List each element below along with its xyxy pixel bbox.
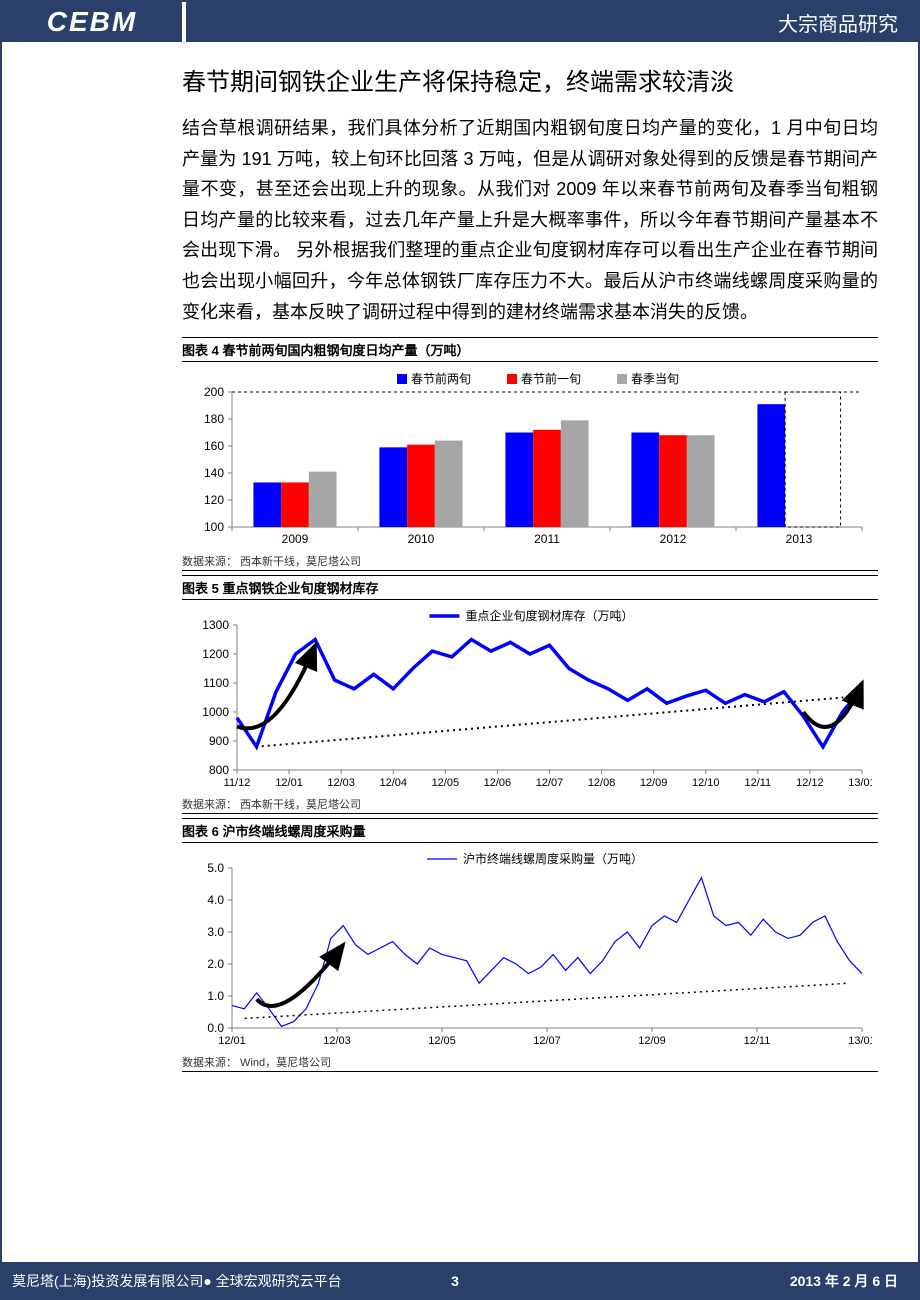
footer-company: 莫尼塔(上海)投资发展有限公司● 全球宏观研究云平台 xyxy=(2,1271,405,1291)
svg-text:100: 100 xyxy=(204,520,224,534)
svg-text:春节前一旬: 春节前一旬 xyxy=(521,371,581,386)
svg-text:12/09: 12/09 xyxy=(640,777,668,789)
svg-text:12/03: 12/03 xyxy=(327,777,355,789)
chart6-source: 数据来源： Wind，莫尼塔公司 xyxy=(182,1053,878,1072)
svg-text:11/12: 11/12 xyxy=(224,777,251,789)
svg-text:1200: 1200 xyxy=(202,647,229,661)
svg-text:12/10: 12/10 xyxy=(692,777,720,789)
svg-text:12/01: 12/01 xyxy=(218,1035,246,1047)
footer: 莫尼塔(上海)投资发展有限公司● 全球宏观研究云平台 3 2013 年 2 月 … xyxy=(2,1264,918,1298)
chart4-title: 图表 4 春节前两旬国内粗钢旬度日均产量（万吨） xyxy=(182,337,878,362)
svg-text:12/03: 12/03 xyxy=(323,1035,351,1047)
svg-text:900: 900 xyxy=(209,734,229,748)
svg-text:13/01: 13/01 xyxy=(848,777,872,789)
chart4-source: 数据来源： 西本新干线，莫尼塔公司 xyxy=(182,552,878,571)
svg-text:1000: 1000 xyxy=(202,705,229,719)
svg-text:1.0: 1.0 xyxy=(207,989,224,1003)
svg-text:12/01: 12/01 xyxy=(275,777,303,789)
header-category: 大宗商品研究 xyxy=(186,2,918,42)
chart6-title: 图表 6 沪市终端线螺周度采购量 xyxy=(182,818,878,843)
chart4: 100 120 140 160 180 200 2009 2010 2011 2012 2013 春节… xyxy=(182,362,878,552)
svg-text:春季当旬: 春季当旬 xyxy=(631,372,679,386)
svg-text:1300: 1300 xyxy=(202,618,229,632)
chart5: 800 900 1000 1100 1200 1300 11/12 12/01 12/03 12/… xyxy=(182,600,878,795)
svg-text:2011: 2011 xyxy=(534,532,560,546)
svg-text:160: 160 xyxy=(204,439,224,453)
svg-text:12/12: 12/12 xyxy=(796,777,824,789)
chart6: 0.0 1.0 2.0 3.0 4.0 5.0 12/01 12/03 12/05 12/07 12… xyxy=(182,843,878,1053)
svg-text:13/01: 13/01 xyxy=(848,1035,872,1047)
content: 春节期间钢铁企业生产将保持稳定，终端需求较清淡 结合草根调研结果，我们具体分析了… xyxy=(2,42,918,1072)
svg-text:120: 120 xyxy=(204,493,224,507)
svg-text:1100: 1100 xyxy=(203,676,229,690)
header: CEBM 大宗商品研究 xyxy=(2,2,918,42)
svg-text:12/04: 12/04 xyxy=(379,777,407,789)
page: CEBM 大宗商品研究 春节期间钢铁企业生产将保持稳定，终端需求较清淡 结合草根… xyxy=(0,0,920,1300)
svg-text:2010: 2010 xyxy=(408,532,435,546)
svg-text:12/09: 12/09 xyxy=(638,1035,666,1047)
svg-text:3.0: 3.0 xyxy=(207,925,224,939)
svg-text:沪市终端线螺周度采购量（万吨）: 沪市终端线螺周度采购量（万吨） xyxy=(463,851,643,866)
svg-text:春节前两旬: 春节前两旬 xyxy=(411,371,471,386)
body-paragraph: 结合草根调研结果，我们具体分析了近期国内粗钢旬度日均产量的变化，1 月中旬日均产… xyxy=(182,113,878,327)
chart5-title: 图表 5 重点钢铁企业旬度钢材库存 xyxy=(182,575,878,600)
svg-text:2009: 2009 xyxy=(282,532,309,546)
footer-date: 2013 年 2 月 6 日 xyxy=(505,1271,918,1291)
footer-page: 3 xyxy=(405,1273,505,1289)
svg-text:12/07: 12/07 xyxy=(536,777,564,789)
svg-text:12/06: 12/06 xyxy=(484,777,512,789)
chart5-source: 数据来源： 西本新干线，莫尼塔公司 xyxy=(182,795,878,814)
svg-text:重点企业旬度钢材库存（万吨）: 重点企业旬度钢材库存（万吨） xyxy=(466,608,634,623)
svg-text:12/07: 12/07 xyxy=(533,1035,561,1047)
svg-text:800: 800 xyxy=(209,763,229,777)
svg-text:12/08: 12/08 xyxy=(588,777,616,789)
logo: CEBM xyxy=(2,2,182,42)
svg-text:4.0: 4.0 xyxy=(207,893,224,907)
svg-text:2012: 2012 xyxy=(660,532,687,546)
svg-text:2.0: 2.0 xyxy=(207,957,224,971)
svg-text:140: 140 xyxy=(204,466,224,480)
svg-text:0.0: 0.0 xyxy=(207,1021,224,1035)
svg-text:12/05: 12/05 xyxy=(432,777,460,789)
svg-text:5.0: 5.0 xyxy=(207,861,224,875)
page-title: 春节期间钢铁企业生产将保持稳定，终端需求较清淡 xyxy=(182,62,878,97)
svg-text:12/11: 12/11 xyxy=(744,777,771,789)
svg-text:12/11: 12/11 xyxy=(744,1035,771,1047)
svg-text:200: 200 xyxy=(204,385,224,399)
svg-text:12/05: 12/05 xyxy=(428,1035,456,1047)
svg-text:2013: 2013 xyxy=(786,532,813,546)
svg-text:180: 180 xyxy=(204,412,224,426)
